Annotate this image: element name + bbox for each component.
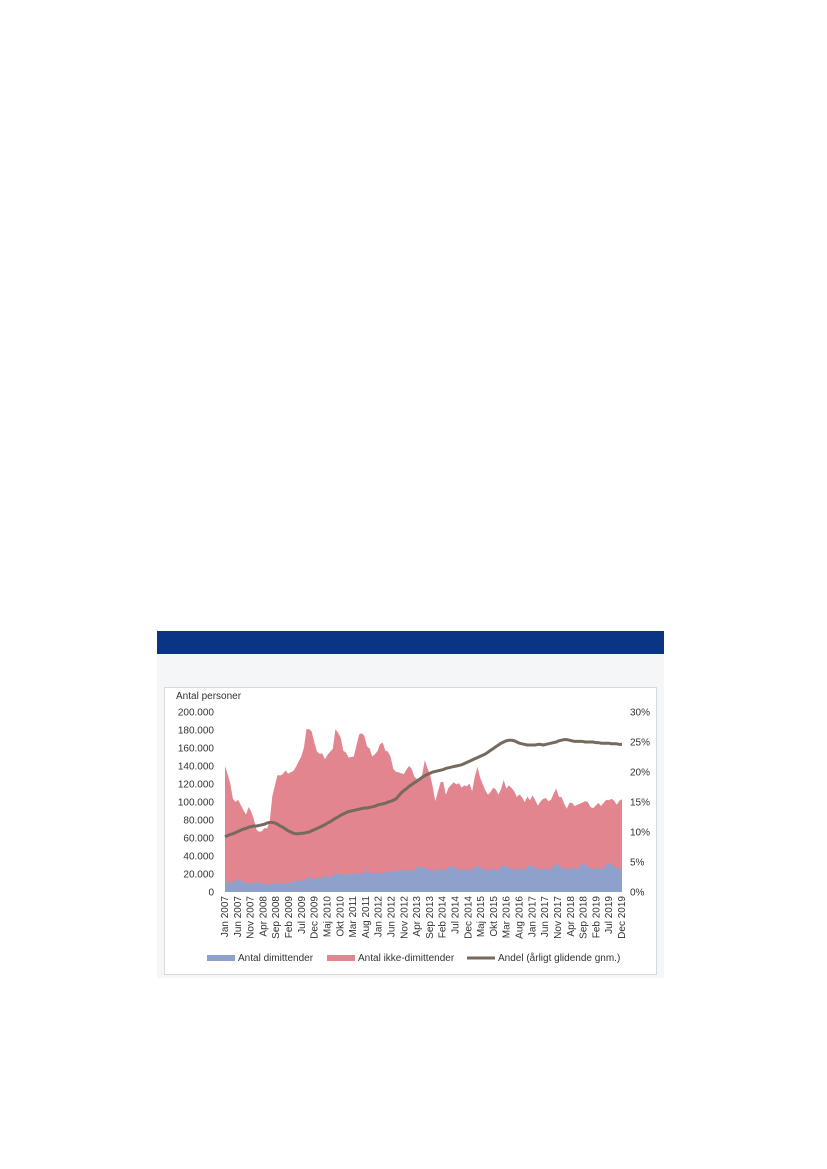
x-tick-label: Okt 2010 (335, 896, 346, 937)
x-tick-label: Sep 2008 (271, 896, 282, 939)
legend: Antal dimittender Antal ikke-dimittender… (207, 952, 620, 964)
x-tick-label: Nov 2012 (399, 896, 410, 939)
y2-tick-label: 25% (630, 738, 650, 749)
legend-label-dimittender: Antal dimittender (238, 953, 314, 964)
y-tick-label: 200.000 (178, 708, 215, 719)
x-tick-label: Jan 2012 (374, 896, 385, 938)
y-tick-label: 0 (208, 888, 214, 899)
y-tick-label: 180.000 (178, 726, 215, 737)
x-tick-label: Feb 2009 (284, 896, 295, 939)
y2-tick-label: 5% (630, 858, 645, 869)
x-tick-label: Maj 2015 (476, 896, 487, 938)
x-tick-label: Dec 2014 (463, 896, 474, 939)
x-tick-label: Feb 2014 (438, 896, 449, 939)
x-tick-label: Jul 2019 (604, 896, 615, 934)
x-tick-label: Jun 2012 (387, 896, 398, 938)
y-tick-label: 160.000 (178, 744, 215, 755)
x-tick-label: Sep 2013 (425, 896, 436, 939)
x-tick-label: Jun 2017 (540, 896, 551, 938)
legend-label-andel: Andel (årligt glidende gnm.) (498, 952, 620, 964)
y-axis-label: Antal personer (176, 691, 242, 702)
x-tick-label: Jun 2007 (233, 896, 244, 938)
y-tick-label: 120.000 (178, 780, 215, 791)
y2-tick-label: 15% (630, 798, 650, 809)
y-tick-label: 40.000 (183, 852, 214, 863)
y-tick-label: 20.000 (183, 870, 214, 881)
x-tick-label: Sep 2018 (579, 896, 590, 939)
x-tick-label: Maj 2010 (323, 896, 334, 938)
x-tick-label: Feb 2019 (591, 896, 602, 939)
x-tick-label: Jul 2009 (297, 896, 308, 934)
area-dimittender (225, 863, 622, 892)
y-tick-label: 140.000 (178, 762, 215, 773)
x-tick-label: Apr 2008 (258, 896, 269, 937)
x-tick-label: Okt 2015 (489, 896, 500, 937)
x-tick-label: Apr 2013 (412, 896, 423, 937)
x-tick-label: Nov 2017 (553, 896, 564, 939)
y2-tick-label: 30% (630, 708, 650, 719)
x-tick-label: Dec 2009 (310, 896, 321, 939)
legend-label-ikke-dimittender: Antal ikke-dimittender (358, 953, 455, 964)
x-tick-label: Mar 2011 (348, 896, 359, 938)
area-ikke-dimittender (225, 729, 622, 892)
legend-swatch-dimittender (207, 955, 235, 961)
x-tick-label: Nov 2007 (246, 896, 257, 939)
x-tick-label: Jul 2014 (451, 896, 462, 934)
x-tick-label: Jan 2017 (527, 896, 538, 938)
y-tick-label: 100.000 (178, 798, 215, 809)
y2-tick-label: 10% (630, 828, 650, 839)
legend-swatch-ikke-dimittender (327, 955, 355, 961)
x-tick-label: Apr 2018 (566, 896, 577, 937)
y2-tick-label: 20% (630, 768, 650, 779)
x-tick-label: Aug 2016 (515, 896, 526, 939)
y2-tick-label: 0% (630, 888, 645, 899)
x-tick-label: Jan 2007 (220, 896, 231, 938)
subheader-band (157, 654, 664, 678)
x-tick-label: Aug 2011 (361, 896, 372, 939)
x-tick-label: Mar 2016 (502, 896, 513, 939)
header-banner (157, 631, 664, 654)
x-tick-label: Dec 2019 (617, 896, 628, 939)
line-andel (224, 738, 622, 839)
y-tick-label: 80.000 (183, 816, 214, 827)
y-tick-label: 60.000 (183, 834, 214, 845)
